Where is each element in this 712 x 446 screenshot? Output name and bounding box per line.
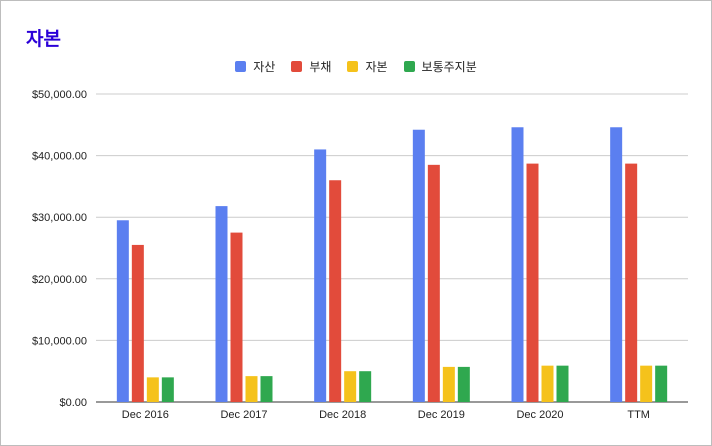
y-tick-label: $40,000.00 (32, 151, 87, 163)
legend-label-assets: 자산 (253, 60, 276, 74)
bar (161, 377, 174, 402)
legend-label-liabilities: 부채 (309, 60, 332, 74)
bar (655, 365, 668, 402)
bar (215, 206, 228, 402)
bar (442, 366, 455, 402)
bar (412, 129, 425, 402)
x-tick-label: TTM (627, 409, 650, 421)
bar (146, 377, 159, 402)
bar (116, 220, 129, 402)
bar (230, 232, 243, 402)
bar (344, 371, 357, 402)
legend-item-common-equity: 보통주지분 (403, 58, 477, 75)
legend-swatch-common-equity (403, 61, 415, 72)
bar (457, 366, 470, 402)
bar (359, 371, 372, 402)
bar (511, 127, 524, 402)
bar (245, 376, 258, 402)
legend-label-common-equity: 보통주지분 (421, 60, 477, 74)
legend-item-liabilities: 부채 (291, 58, 331, 75)
x-tick-label: Dec 2018 (319, 409, 366, 421)
bar (526, 163, 539, 402)
x-tick-label: Dec 2019 (418, 409, 465, 421)
chart-title: 자본 (26, 28, 61, 50)
bar (427, 164, 440, 402)
bar (329, 180, 342, 402)
y-tick-label: $50,000.00 (32, 89, 87, 101)
bar (610, 127, 623, 402)
bar (556, 365, 569, 402)
bar (541, 365, 554, 402)
x-tick-label: Dec 2016 (122, 409, 169, 421)
bar (260, 376, 273, 402)
y-tick-label: $30,000.00 (32, 212, 87, 224)
legend-label-equity: 자본 (365, 60, 388, 74)
x-tick-label: Dec 2020 (516, 409, 563, 421)
bar (314, 149, 327, 402)
legend-item-assets: 자산 (235, 58, 275, 75)
x-tick-label: Dec 2017 (220, 409, 267, 421)
legend-swatch-equity (347, 61, 359, 72)
legend-item-equity: 자본 (347, 58, 388, 75)
bar (640, 365, 653, 402)
legend-swatch-liabilities (291, 61, 303, 72)
y-tick-label: $10,000.00 (32, 335, 87, 347)
chart-legend: 자산 부채 자본 보통주지분 (0, 58, 712, 75)
legend-swatch-assets (235, 61, 247, 72)
y-tick-label: $0.00 (59, 397, 87, 409)
bar (131, 244, 144, 402)
bar (625, 163, 638, 402)
y-tick-label: $20,000.00 (32, 274, 87, 286)
